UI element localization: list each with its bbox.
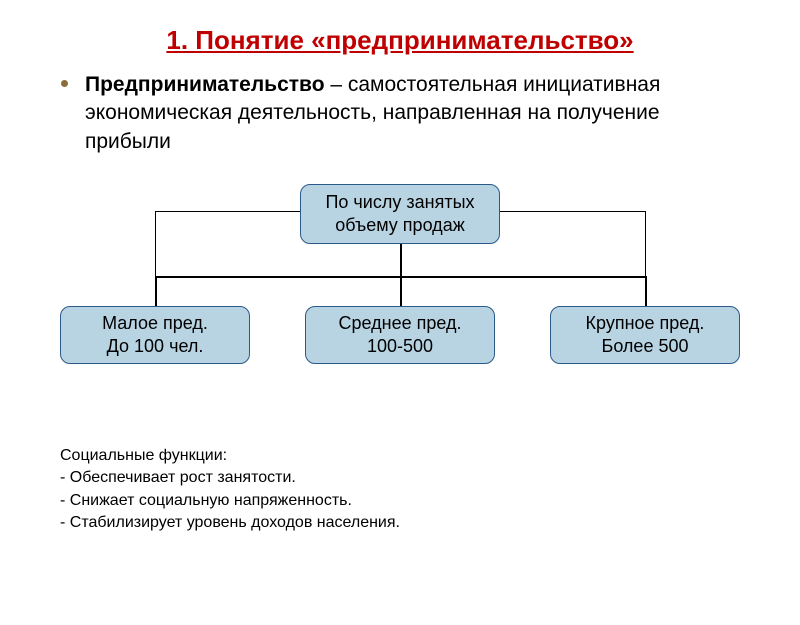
social-functions: Социальные функции: - Обеспечивает рост … bbox=[60, 445, 400, 535]
classification-diagram: По числу занятыхобъему продаж Малое пред.… bbox=[0, 166, 800, 386]
connector-line bbox=[155, 276, 157, 306]
definition-text: Предпринимательство – самостоятельная ин… bbox=[85, 71, 740, 156]
child-node-0: Малое пред.До 100 чел. bbox=[60, 306, 250, 364]
connector-line bbox=[400, 276, 402, 306]
bullet-icon bbox=[61, 80, 68, 87]
child-node-2: Крупное пред.Более 500 bbox=[550, 306, 740, 364]
connector-line bbox=[645, 276, 647, 306]
definition-term: Предпринимательство bbox=[85, 73, 325, 96]
connector-line bbox=[400, 244, 402, 276]
social-heading: Социальные функции: bbox=[60, 445, 400, 467]
root-node: По числу занятыхобъему продаж bbox=[300, 184, 500, 244]
social-item: - Стабилизирует уровень доходов населени… bbox=[60, 512, 400, 534]
page-title: 1. Понятие «предпринимательство» bbox=[0, 25, 800, 56]
social-item: - Обеспечивает рост занятости. bbox=[60, 467, 400, 489]
social-item: - Снижает социальную напряженность. bbox=[60, 490, 400, 512]
child-node-1: Среднее пред.100-500 bbox=[305, 306, 495, 364]
